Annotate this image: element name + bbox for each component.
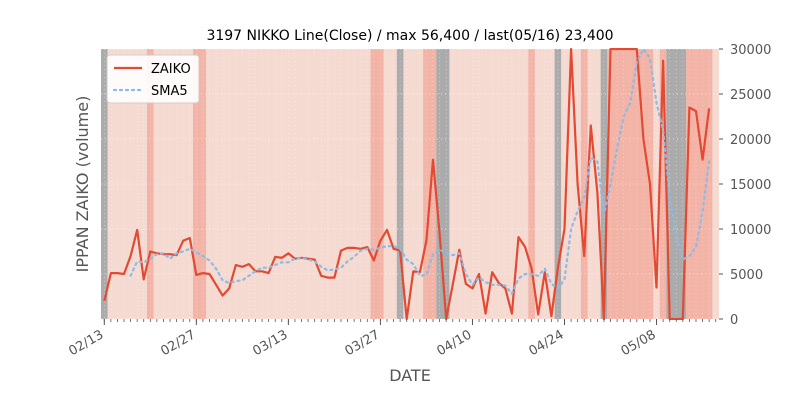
y-tick-label: 30000 xyxy=(730,43,771,58)
background-band xyxy=(534,49,555,319)
y-tick-label: 25000 xyxy=(730,88,771,103)
background-band xyxy=(383,49,397,319)
background-band xyxy=(147,49,154,319)
background-band xyxy=(193,49,207,319)
y-tick-label: 0 xyxy=(730,313,738,328)
chart-title: 3197 NIKKO Line(Close) / max 56,400 / la… xyxy=(206,28,613,44)
x-tick-label: 03/27 xyxy=(342,327,382,359)
x-tick-label: 04/10 xyxy=(435,327,475,359)
background-band xyxy=(561,49,581,319)
background-band xyxy=(436,49,450,319)
x-axis-label: DATE xyxy=(389,366,431,385)
legend-label-sma5: SMA5 xyxy=(151,84,188,99)
y-tick-label: 10000 xyxy=(730,223,771,238)
background-band xyxy=(600,49,608,319)
background-band xyxy=(712,49,719,319)
x-tick-label: 02/13 xyxy=(66,327,106,359)
x-tick-label: 04/24 xyxy=(527,327,567,359)
background-band xyxy=(580,49,588,319)
y-axis-label: IPPAN ZAIKO (volume) xyxy=(73,96,92,273)
background-band xyxy=(686,49,713,319)
background-band xyxy=(653,49,660,319)
x-tick-label: 05/08 xyxy=(619,327,659,359)
y-tick-label: 15000 xyxy=(730,178,771,193)
legend-label-zaiko: ZAIKO xyxy=(151,62,191,77)
y-tick-label: 5000 xyxy=(730,268,763,283)
background-band xyxy=(528,49,535,319)
background-band xyxy=(101,49,108,319)
legend: ZAIKO SMA5 xyxy=(106,54,200,104)
background-band xyxy=(587,49,601,319)
x-tick-label: 02/27 xyxy=(158,327,198,359)
y-tick-label: 20000 xyxy=(730,133,771,148)
background-band xyxy=(396,49,404,319)
background-band xyxy=(659,49,667,319)
x-tick-label: 03/13 xyxy=(250,327,290,359)
series-line-sma5 xyxy=(129,48,711,295)
